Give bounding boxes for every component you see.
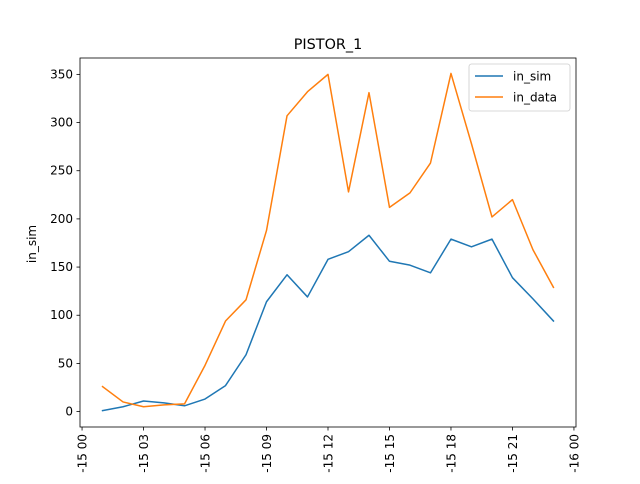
y-tick-label: 200 [50, 212, 73, 226]
chart-title: PISTOR_1 [294, 37, 363, 53]
x-tick-label: -15 06 [199, 434, 213, 473]
x-tick-label: -15 15 [383, 434, 397, 473]
y-tick-label: 0 [65, 405, 73, 419]
y-tick-label: 250 [50, 164, 73, 178]
y-tick-label: 100 [50, 308, 73, 322]
x-tick-label: -15 21 [506, 434, 520, 473]
y-axis-label: in_sim [25, 225, 39, 263]
axes-layer: 0 50 100 150 200 250 300 350 -15 00 -15 03 -15 06 -… [50, 57, 581, 473]
x-tick-label: -15 03 [137, 434, 151, 473]
y-tick-label: 50 [58, 356, 73, 370]
series-layer [101, 72, 555, 412]
legend: in_sim in_data [468, 63, 571, 112]
x-tick-label: -16 00 [567, 434, 581, 473]
y-tick-label: 300 [50, 116, 73, 130]
x-tick-label: -15 09 [260, 434, 274, 473]
legend-label-in_sim: in_sim [513, 70, 551, 84]
x-tick-label: -15 00 [76, 434, 90, 473]
x-tick-label: -15 18 [444, 434, 458, 473]
x-tick-label: -15 12 [322, 434, 336, 473]
series-line-in_data [101, 72, 555, 408]
y-tick-label: 350 [50, 67, 73, 81]
y-tick-label: 150 [50, 260, 73, 274]
legend-label-in_data: in_data [513, 91, 557, 105]
